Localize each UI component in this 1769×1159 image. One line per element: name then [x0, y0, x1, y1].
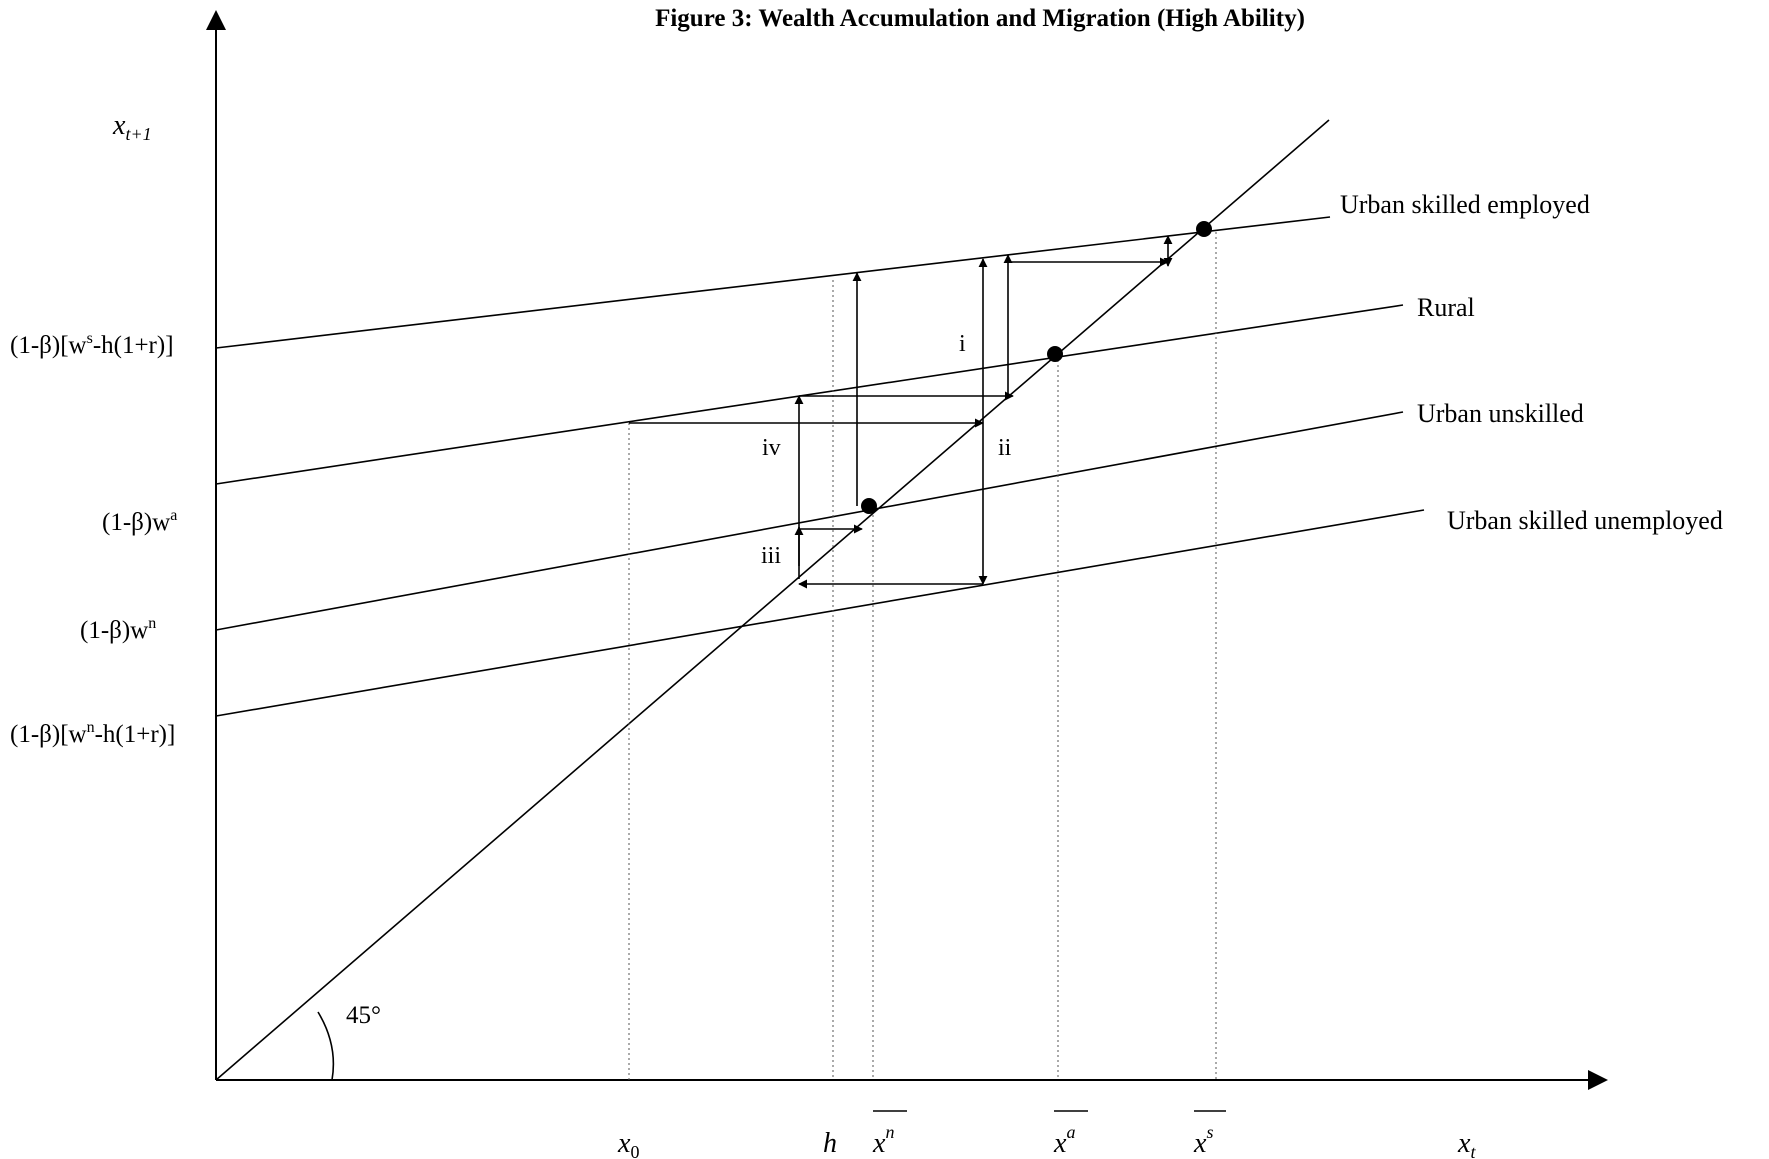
- line-urban-skilled-unemployed: [215, 509, 1425, 717]
- figure-title: Figure 3: Wealth Accumulation and Migrat…: [655, 5, 1305, 32]
- y-axis-label: xt+1: [112, 110, 152, 144]
- x-axis-label: xt: [1457, 1128, 1476, 1159]
- path-label-i: i: [959, 331, 966, 357]
- label-urban-skilled-employed: Urban skilled employed: [1340, 190, 1590, 219]
- tick-h: h: [823, 1128, 837, 1159]
- tick-xn: xn: [872, 1110, 907, 1159]
- svg-text:xs: xs: [1193, 1122, 1213, 1159]
- intercept-unskilled: (1-β)wn: [80, 615, 156, 644]
- line-rural: [215, 304, 1404, 485]
- label-urban-skilled-unemployed: Urban skilled unemployed: [1447, 506, 1723, 535]
- tick-xa: xa: [1053, 1110, 1088, 1159]
- label-rural: Rural: [1417, 293, 1475, 322]
- intercept-rural: (1-β)wa: [102, 507, 177, 536]
- angle-label: 45°: [346, 1002, 381, 1029]
- path-label-iii: iii: [761, 543, 781, 569]
- line-urban-skilled-employed: [215, 216, 1331, 349]
- intercept-skilled-unemployed: (1-β)[wn-h(1+r)]: [10, 719, 175, 748]
- intercept-skilled-employed: (1-β)[ws-h(1+r)]: [10, 330, 174, 359]
- angle-arc: [317, 1011, 335, 1081]
- path-label-ii: ii: [998, 435, 1012, 461]
- svg-text:xn: xn: [872, 1122, 894, 1159]
- path-label-iv: iv: [762, 435, 781, 461]
- steady-state-skilled: [1196, 221, 1212, 237]
- steady-state-rural: [1047, 346, 1063, 362]
- tick-x0: x0: [617, 1128, 639, 1159]
- svg-text:xa: xa: [1053, 1122, 1075, 1159]
- steady-state-unskilled: [861, 498, 877, 514]
- line-urban-unskilled: [215, 411, 1404, 631]
- forty-five-degree-line: [215, 119, 1330, 1081]
- label-urban-unskilled: Urban unskilled: [1417, 399, 1584, 428]
- tick-xs: xs: [1193, 1110, 1226, 1159]
